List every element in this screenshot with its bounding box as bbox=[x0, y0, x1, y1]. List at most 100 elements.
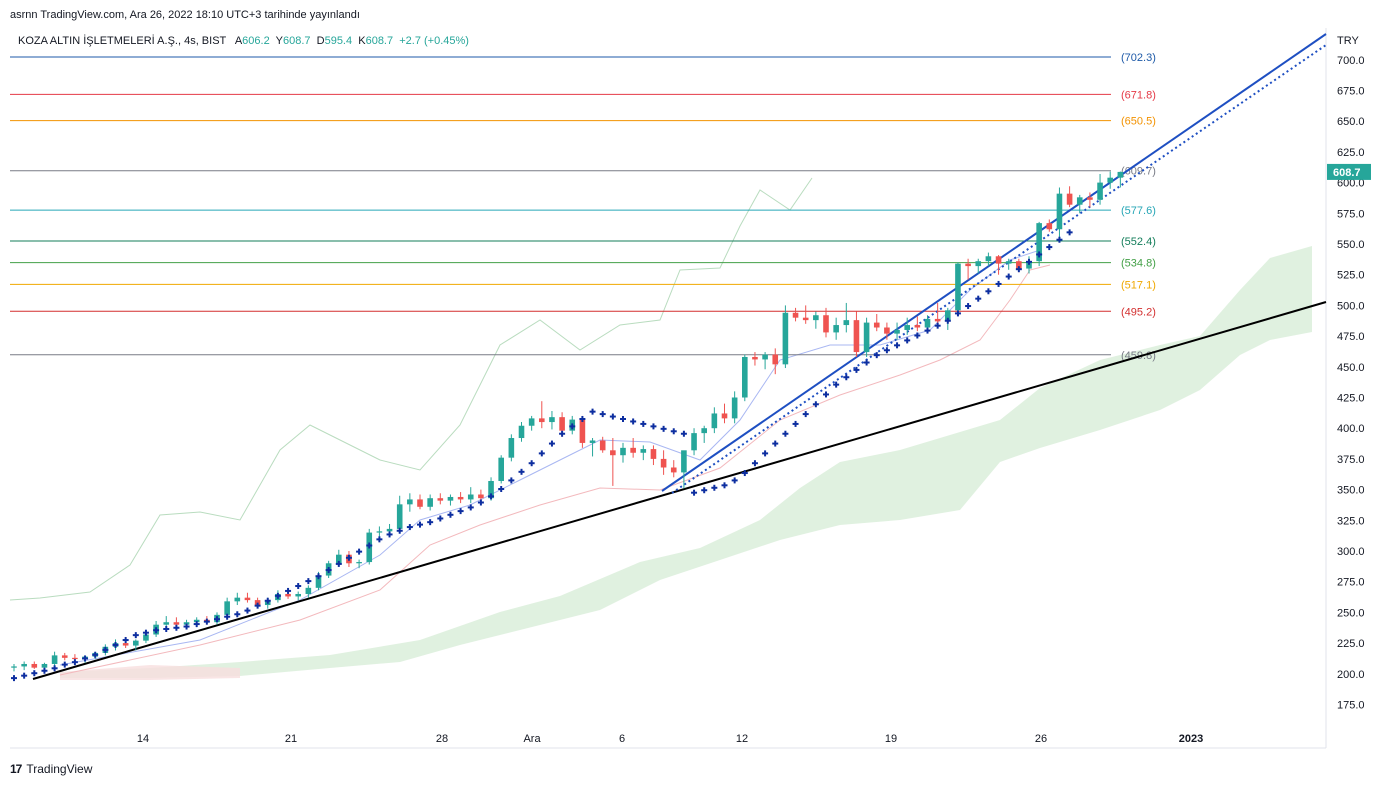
time-axis[interactable]: 14 21 28 Ara 6 12 19 26 2023 bbox=[137, 733, 1203, 745]
y-tick-label: 200.0 bbox=[1337, 669, 1365, 681]
last-price-badge: 608.7 bbox=[1327, 163, 1371, 180]
low-value: 595.4 bbox=[324, 35, 353, 47]
x-tick-label: Ara bbox=[523, 733, 541, 745]
candle-body bbox=[742, 356, 748, 398]
candle-body bbox=[894, 329, 900, 334]
candle-body bbox=[356, 562, 362, 564]
candle-body bbox=[315, 575, 322, 588]
candle-body bbox=[670, 467, 677, 473]
candle-body bbox=[31, 663, 38, 668]
candle-body bbox=[11, 666, 17, 668]
candle-body bbox=[336, 554, 342, 564]
candle-body bbox=[985, 256, 992, 262]
candle-body bbox=[782, 312, 789, 365]
candle-body bbox=[711, 413, 718, 429]
candle-body bbox=[133, 640, 139, 646]
open-value: 606.2 bbox=[242, 35, 270, 47]
candle-body bbox=[173, 622, 180, 625]
close-value: 608.7 bbox=[365, 35, 394, 47]
y-tick-label: 500.0 bbox=[1337, 300, 1365, 312]
y-tick-label: 300.0 bbox=[1337, 546, 1365, 558]
candle-body bbox=[945, 310, 951, 322]
y-tick-label: 325.0 bbox=[1337, 515, 1365, 527]
candle-body bbox=[122, 643, 129, 646]
candle-body bbox=[1066, 193, 1073, 205]
candle-body bbox=[254, 600, 261, 606]
ichimoku-lines bbox=[9, 177, 1051, 676]
y-tick-label: 575.0 bbox=[1337, 208, 1365, 220]
candle-body bbox=[508, 438, 515, 458]
candle-body bbox=[417, 499, 423, 507]
candle-body bbox=[21, 663, 27, 667]
low-label: D bbox=[316, 35, 325, 47]
candle-body bbox=[802, 317, 809, 321]
candle-body bbox=[234, 597, 241, 602]
fib-level-label: (702.3) bbox=[1121, 52, 1156, 64]
x-tick-label: 26 bbox=[1035, 733, 1047, 745]
candle-body bbox=[376, 531, 383, 533]
cloud-band-red bbox=[60, 665, 240, 680]
candle-body bbox=[539, 418, 545, 423]
candle-body bbox=[224, 601, 230, 615]
candle-body bbox=[914, 325, 921, 328]
candle-body bbox=[488, 481, 494, 499]
candle-body bbox=[51, 655, 58, 664]
candle-body bbox=[853, 320, 860, 353]
base-line bbox=[59, 264, 1051, 676]
candle-body bbox=[559, 417, 565, 431]
candle-body bbox=[579, 419, 586, 443]
candle-body bbox=[1046, 223, 1053, 230]
fib-level-label: (534.8) bbox=[1121, 258, 1156, 270]
fib-level-label: (671.8) bbox=[1121, 89, 1156, 101]
y-tick-label: 250.0 bbox=[1337, 607, 1365, 619]
candle-body bbox=[528, 418, 535, 426]
candle-body bbox=[193, 619, 200, 623]
candle-body bbox=[995, 256, 1002, 264]
y-tick-label: 475.0 bbox=[1337, 331, 1365, 343]
tradingview-brand: TradingView bbox=[26, 762, 93, 776]
x-tick-label: 19 bbox=[885, 733, 897, 745]
fib-level-label: (577.6) bbox=[1121, 205, 1156, 217]
y-tick-label: 650.0 bbox=[1337, 116, 1365, 128]
candle-body bbox=[163, 622, 170, 625]
tradingview-logo: 17 bbox=[10, 762, 22, 776]
fib-level-label: (517.1) bbox=[1121, 279, 1156, 291]
publish-caption: asrnn TradingView.com, Ara 26, 2022 18:1… bbox=[10, 9, 360, 21]
candle-body bbox=[772, 354, 779, 365]
candle-body bbox=[589, 440, 596, 443]
candle-body bbox=[833, 325, 839, 333]
candle-body bbox=[721, 413, 728, 419]
y-tick-label: 450.0 bbox=[1337, 362, 1365, 374]
fib-level-label: (552.4) bbox=[1121, 236, 1156, 248]
candle-body bbox=[407, 499, 413, 505]
last-price-text: 608.7 bbox=[1333, 167, 1361, 179]
y-tick-label: 375.0 bbox=[1337, 454, 1365, 466]
candle-body bbox=[610, 450, 616, 456]
candle-body bbox=[752, 356, 758, 360]
candle-body bbox=[640, 449, 647, 453]
candle-body bbox=[1026, 261, 1032, 269]
candle-body bbox=[884, 327, 890, 334]
candle-body bbox=[447, 496, 454, 501]
candle-body bbox=[599, 440, 606, 451]
candle-body bbox=[467, 494, 474, 500]
candle-body bbox=[1107, 177, 1113, 183]
support-trendline bbox=[32, 301, 1327, 680]
price-axis[interactable]: TRY 175.0 200.0 225.0 250.0 275.0 300.0 325.0 3… bbox=[1337, 35, 1365, 712]
candle-body bbox=[1087, 197, 1093, 200]
candle-body bbox=[1056, 193, 1063, 230]
high-label: Y bbox=[275, 35, 283, 47]
candle-body bbox=[975, 261, 982, 267]
candle-body bbox=[386, 528, 393, 532]
candle-body bbox=[823, 315, 829, 333]
candle-body bbox=[650, 449, 657, 459]
candle-body bbox=[1076, 197, 1083, 205]
y-tick-label: 625.0 bbox=[1337, 147, 1365, 159]
open-label: A bbox=[234, 35, 243, 47]
candle-body bbox=[863, 322, 870, 353]
candle-body bbox=[143, 634, 149, 641]
candle-body bbox=[660, 458, 667, 468]
candle-body bbox=[1117, 171, 1124, 178]
y-tick-label: 400.0 bbox=[1337, 423, 1365, 435]
